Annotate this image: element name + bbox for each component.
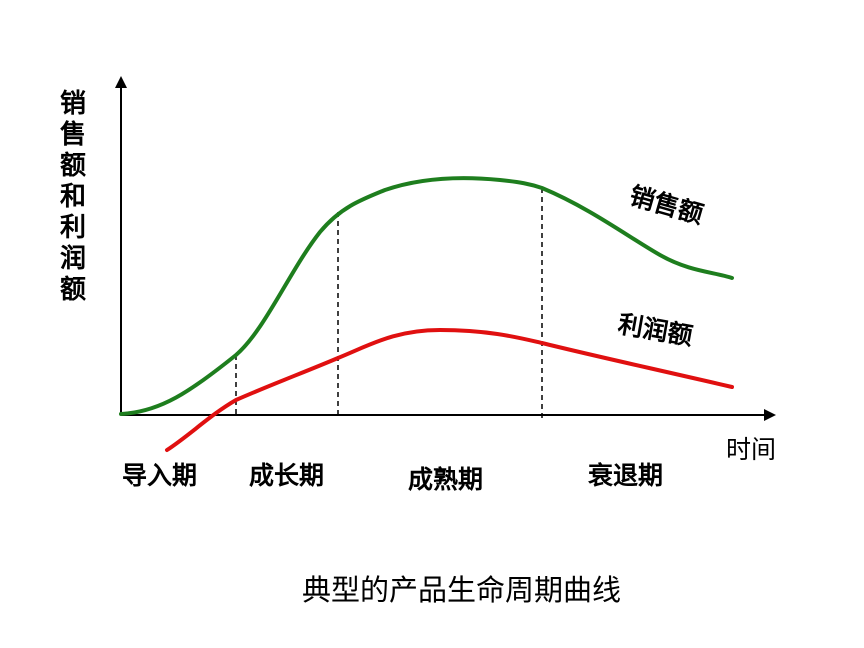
y-axis-label-char: 额 bbox=[60, 151, 86, 181]
phase-label-introduction: 导入期 bbox=[122, 461, 197, 490]
y-axis-label-char: 和 bbox=[60, 182, 86, 212]
y-axis-label-char: 额 bbox=[60, 275, 86, 305]
phase-label-growth: 成长期 bbox=[249, 461, 324, 490]
sales-curve bbox=[119, 176, 734, 416]
phase-label-maturity: 成熟期 bbox=[408, 465, 483, 494]
y-axis-label-char: 售 bbox=[60, 119, 86, 150]
profit-label: 利润额 bbox=[616, 309, 695, 351]
sales-label: 销售额 bbox=[626, 181, 706, 230]
profit-curve bbox=[165, 327, 734, 452]
y-axis-label-char: 利 bbox=[60, 213, 86, 243]
diagram-caption: 典型的产品生命周期曲线 bbox=[302, 573, 621, 607]
y-axis-label-char: 润 bbox=[60, 243, 86, 274]
phase-label-decline: 衰退期 bbox=[587, 461, 663, 490]
y-axis-label-char: 销 bbox=[60, 89, 86, 119]
x-axis-label: 时间 bbox=[726, 435, 776, 464]
